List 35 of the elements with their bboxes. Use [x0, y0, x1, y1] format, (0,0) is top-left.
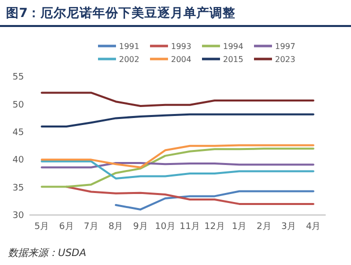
y-tick-label: 55 — [12, 72, 24, 83]
chart-title: 图7：厄尔尼诺年份下美豆逐月单产调整 — [6, 5, 236, 20]
x-tick-label: 2月 — [256, 222, 272, 232]
line-series — [40, 92, 314, 108]
line-series — [40, 144, 314, 168]
x-tick-label: 11月 — [180, 222, 200, 232]
source-note: 数据来源：USDA — [8, 247, 86, 259]
x-tick-label: 10月 — [154, 222, 176, 232]
line-series — [40, 148, 314, 188]
line-series — [114, 190, 314, 210]
line-series — [40, 113, 314, 128]
x-tick-label: 7月 — [84, 222, 98, 232]
x-tick-label: 5月 — [34, 222, 50, 232]
legend-label: 2004 — [171, 55, 192, 64]
y-tick-label: 50 — [12, 100, 24, 110]
x-tick-label: 1月 — [232, 222, 247, 232]
x-tick-label: 6月 — [59, 222, 74, 232]
legend-label: 2015 — [223, 55, 244, 64]
y-tick-label: 45 — [12, 128, 24, 138]
y-tick-label: 30 — [12, 211, 24, 221]
line-series — [65, 186, 314, 205]
x-tick-label: 9月 — [133, 222, 148, 232]
legend-label: 1993 — [171, 42, 192, 51]
legend-label: 1991 — [119, 42, 140, 51]
x-tick-label: 8月 — [108, 222, 124, 232]
y-tick-label: 40 — [12, 156, 24, 166]
line-series — [40, 160, 314, 180]
x-tick-label: 4月 — [306, 222, 321, 232]
y-tick-label: 35 — [12, 183, 24, 194]
legend-label: 2023 — [275, 55, 296, 64]
legend-label: 1994 — [223, 42, 244, 51]
legend-label: 2002 — [119, 55, 140, 64]
x-tick-label: 3月 — [281, 222, 296, 232]
x-tick-label: 12月 — [204, 222, 225, 232]
legend-label: 1997 — [275, 42, 296, 51]
